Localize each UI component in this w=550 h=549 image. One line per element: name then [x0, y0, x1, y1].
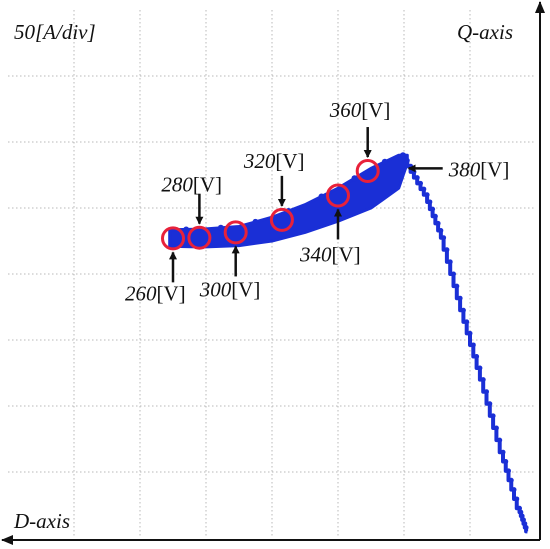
trace-tail-dot — [487, 401, 493, 407]
trace-tail-dot — [514, 496, 520, 502]
trace-tail-dot — [414, 175, 420, 181]
label-380v: 380[V] — [448, 157, 510, 181]
trace-tail-dot — [444, 247, 450, 253]
trace-tail-dot — [457, 295, 463, 301]
trace-edge-dot — [183, 226, 190, 233]
trace-edge-dot — [400, 152, 407, 159]
trace-tail-dot — [493, 425, 499, 431]
marker-300v — [223, 220, 248, 245]
trace-edge-dot — [381, 158, 388, 165]
trace-tail-dot — [464, 319, 470, 325]
grid-lines — [8, 10, 536, 538]
trace-tail — [404, 157, 529, 534]
trace-tail-dot — [447, 259, 453, 265]
trace-tail-dot — [503, 459, 509, 465]
trace-tail-dot — [523, 525, 529, 531]
scale-label: 50[A/div] — [14, 20, 96, 44]
label-320v: 320[V] — [243, 149, 305, 173]
trace-tail-line — [405, 160, 529, 534]
marker-340v — [326, 183, 350, 208]
trace-tail-dot — [467, 330, 473, 336]
trace-edge-dot — [351, 175, 358, 182]
trace-tail-dot — [404, 157, 410, 163]
trace-tail-dot — [520, 517, 526, 523]
trace-tail-dot — [477, 365, 483, 371]
x-axis-label: D-axis — [13, 509, 70, 533]
trace-tail-dot — [424, 192, 430, 198]
trace-tail-dot — [470, 342, 476, 348]
trace-tail-dot — [460, 307, 466, 313]
marker-260v — [161, 226, 185, 251]
trace-tail-dot — [418, 180, 423, 186]
trace-tail-dot — [430, 206, 436, 212]
trace-tail-dot — [497, 437, 503, 443]
trace-tail-dot — [490, 413, 496, 419]
trace-tail-dot — [480, 377, 486, 383]
trace-tail-dot — [435, 220, 441, 226]
trace-tail-dot — [522, 521, 528, 527]
trace-tail-dot — [411, 169, 417, 175]
label-300v: 300[V] — [199, 277, 261, 301]
trace-tail-dot — [517, 505, 522, 511]
marker-280v — [187, 225, 212, 250]
label-360v: 360[V] — [329, 98, 391, 122]
trace-tail-dot — [427, 199, 433, 205]
marker-320v — [269, 207, 294, 232]
label-340v: 340[V] — [299, 242, 361, 266]
trace-tail-dot — [438, 228, 444, 234]
marker-arrows — [169, 127, 443, 283]
trace-edge-dot — [318, 193, 325, 200]
label-280v: 280[V] — [161, 173, 222, 197]
trace-tail-dot — [421, 186, 427, 192]
trace-tail-dot — [506, 468, 511, 474]
trace-tail-dot — [432, 213, 438, 219]
trace-tail-dot — [441, 235, 447, 241]
trace-tail-dot — [518, 509, 524, 515]
trace-edge-dot — [217, 224, 224, 231]
trace-tail-dot — [451, 271, 456, 277]
voltage-labels: 260[V] 280[V] 300[V] 320[V] 340[V] 360[V] 380[… — [125, 98, 509, 305]
trace-tail-dot — [500, 449, 506, 455]
trace-tail-dot — [508, 477, 514, 483]
trace-tail-dot — [474, 354, 480, 359]
y-axis-label: Q-axis — [457, 20, 513, 44]
trace-tail-dot — [519, 513, 525, 519]
label-260v: 260[V] — [125, 281, 186, 305]
trace-edge-dot — [252, 218, 259, 225]
trace-tail-dot — [511, 487, 517, 493]
marker-360v — [355, 159, 380, 184]
trace-tail-dot — [484, 389, 489, 395]
trace-tail-dot — [454, 283, 460, 289]
voltage-markers — [161, 159, 380, 251]
